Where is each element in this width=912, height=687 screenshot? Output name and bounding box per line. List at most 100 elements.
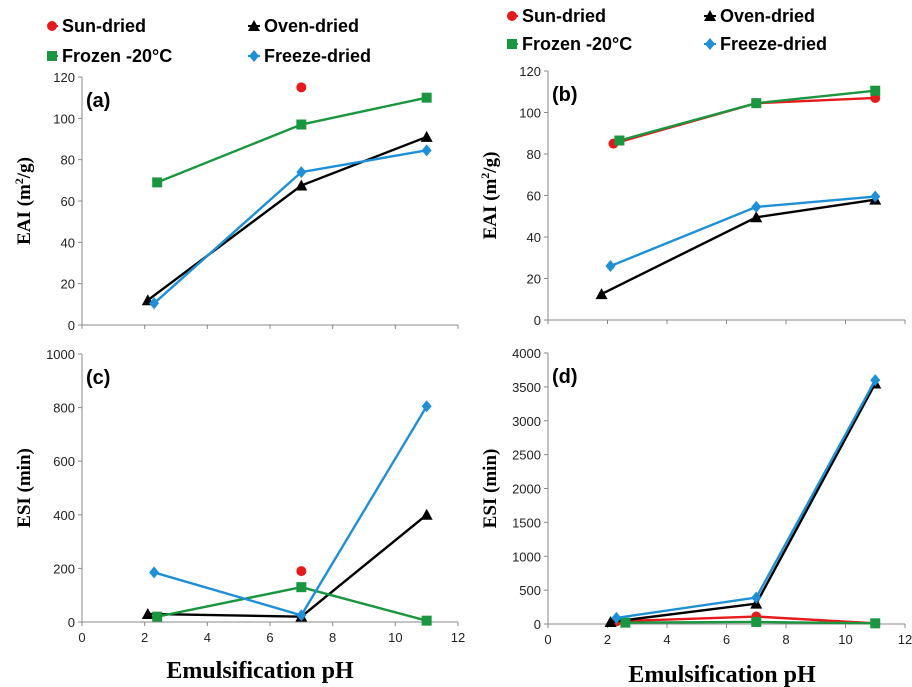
y-tick-label: 40 [527, 230, 541, 245]
data-point [620, 617, 631, 628]
chart-panel-a: 0 20 40 60 80 100 120 EAI (m2/g) (a) Sun-dried Ove… [12, 16, 459, 333]
series-frozen-20-c [620, 616, 881, 629]
x-tick-label: 12 [898, 632, 912, 647]
y-tick-label: 2500 [512, 448, 541, 463]
legend-label-sun-dried: Sun-dried [522, 6, 606, 26]
legend-marker-sun-dried [507, 11, 517, 21]
series-frozen-20-c [614, 85, 881, 146]
y-tick-label: 20 [527, 272, 541, 287]
series-line [619, 89, 876, 142]
legend: Sun-dried Oven-dried Frozen -20°C Freeze-dr… [507, 6, 827, 54]
legend-marker-freeze-dried [249, 50, 259, 62]
series-oven-dried [595, 193, 882, 300]
data-point [296, 82, 307, 93]
legend-marker-frozen-20-c [507, 39, 517, 49]
x-tick-label: 4 [663, 632, 670, 647]
y-tick-label: 80 [61, 153, 75, 168]
y-tick-label: 100 [53, 111, 75, 126]
series-sun-dried [296, 566, 307, 577]
y-tick-label: 500 [519, 583, 541, 598]
series-sun-dried [296, 82, 307, 93]
data-point [605, 260, 616, 273]
data-point [296, 609, 307, 622]
y-tick-label: 400 [53, 508, 75, 523]
data-point [604, 615, 617, 627]
y-tick-label: 1000 [512, 549, 541, 564]
x-tick-label: 2 [141, 630, 148, 645]
data-point [750, 211, 763, 223]
data-point [149, 297, 160, 310]
y-tick-label: 1000 [46, 347, 75, 362]
legend-marker-sun-dried [47, 21, 57, 31]
data-point [296, 166, 307, 179]
legend-label-freeze-dried: Freeze-dried [720, 34, 827, 54]
x-tick-label: 0 [544, 632, 551, 647]
legend-label-oven-dried: Oven-dried [264, 16, 359, 36]
series-line [147, 135, 428, 302]
data-point [421, 144, 432, 157]
series-freeze-dried [149, 400, 432, 622]
y-tick-label: 0 [68, 615, 75, 630]
series-oven-dried [141, 508, 433, 622]
chart-panel-d: 0 500 1000 1500 2000 2500 3000 3500 4000 0 2 4 6 8 10 1… [480, 346, 912, 647]
x-tick-label: 8 [329, 630, 336, 645]
data-point [296, 119, 307, 130]
data-point [152, 611, 163, 622]
y-axis-label: EAI (m2/g) [12, 157, 35, 245]
y-tick-label: 4000 [512, 346, 541, 361]
y-tick-label: 1500 [512, 515, 541, 530]
data-point [141, 607, 154, 619]
data-point [870, 85, 881, 96]
y-axis-label: ESI (min) [480, 449, 501, 529]
data-point [870, 190, 881, 203]
y-tick-label: 3000 [512, 414, 541, 429]
x-axis-label-left: Emulsification pH [166, 658, 354, 684]
data-point [870, 374, 881, 387]
y-axis-label: ESI (min) [14, 448, 35, 528]
series-line [613, 96, 876, 145]
data-point [420, 508, 433, 520]
y-tick-label: 800 [53, 401, 75, 416]
panel-label: (d) [552, 366, 578, 388]
y-tick-label: 80 [527, 147, 541, 162]
data-point [149, 566, 160, 579]
data-point [296, 582, 307, 593]
x-tick-label: 10 [838, 632, 852, 647]
chart-panel-b: 0 20 40 60 80 100 120 EAI (m2/g) (b) Sun-dried Ove… [478, 6, 906, 328]
x-tick-label: 0 [78, 630, 85, 645]
series-sun-dried [608, 92, 881, 149]
data-point [152, 177, 163, 188]
y-tick-label: 0 [534, 313, 541, 328]
x-tick-label: 10 [388, 630, 402, 645]
legend: Sun-dried Oven-dried Frozen -20°C Freeze-dr… [47, 16, 371, 66]
series-freeze-dried [605, 190, 881, 273]
series-line [153, 149, 427, 305]
series-line [156, 96, 427, 184]
legend-marker-oven-dried [248, 20, 260, 31]
data-point [614, 135, 625, 146]
series-frozen-20-c [152, 582, 432, 626]
y-tick-label: 3500 [512, 380, 541, 395]
y-tick-label: 120 [519, 64, 541, 79]
panel-label: (c) [86, 367, 110, 389]
y-tick-label: 2000 [512, 482, 541, 497]
series-freeze-dried [149, 144, 432, 310]
y-tick-label: 0 [68, 318, 75, 333]
series-line [625, 620, 876, 625]
data-point [421, 400, 432, 413]
series-frozen-20-c [152, 92, 432, 188]
data-point [751, 200, 762, 213]
legend-label-oven-dried: Oven-dried [720, 6, 815, 26]
series-line [147, 513, 428, 618]
x-tick-label: 6 [723, 632, 730, 647]
legend-label-freeze-dried: Freeze-dried [264, 46, 371, 66]
data-point [421, 92, 432, 103]
panel-label: (a) [86, 90, 110, 112]
series-line [616, 379, 877, 620]
legend-marker-oven-dried [704, 10, 716, 21]
series-freeze-dried [611, 374, 881, 624]
data-point [595, 288, 608, 300]
chart-panel-c: 0 200 400 600 800 1000 0 2 4 6 8 10 12 ESI (min) (c) [14, 347, 465, 645]
data-point [751, 591, 762, 604]
